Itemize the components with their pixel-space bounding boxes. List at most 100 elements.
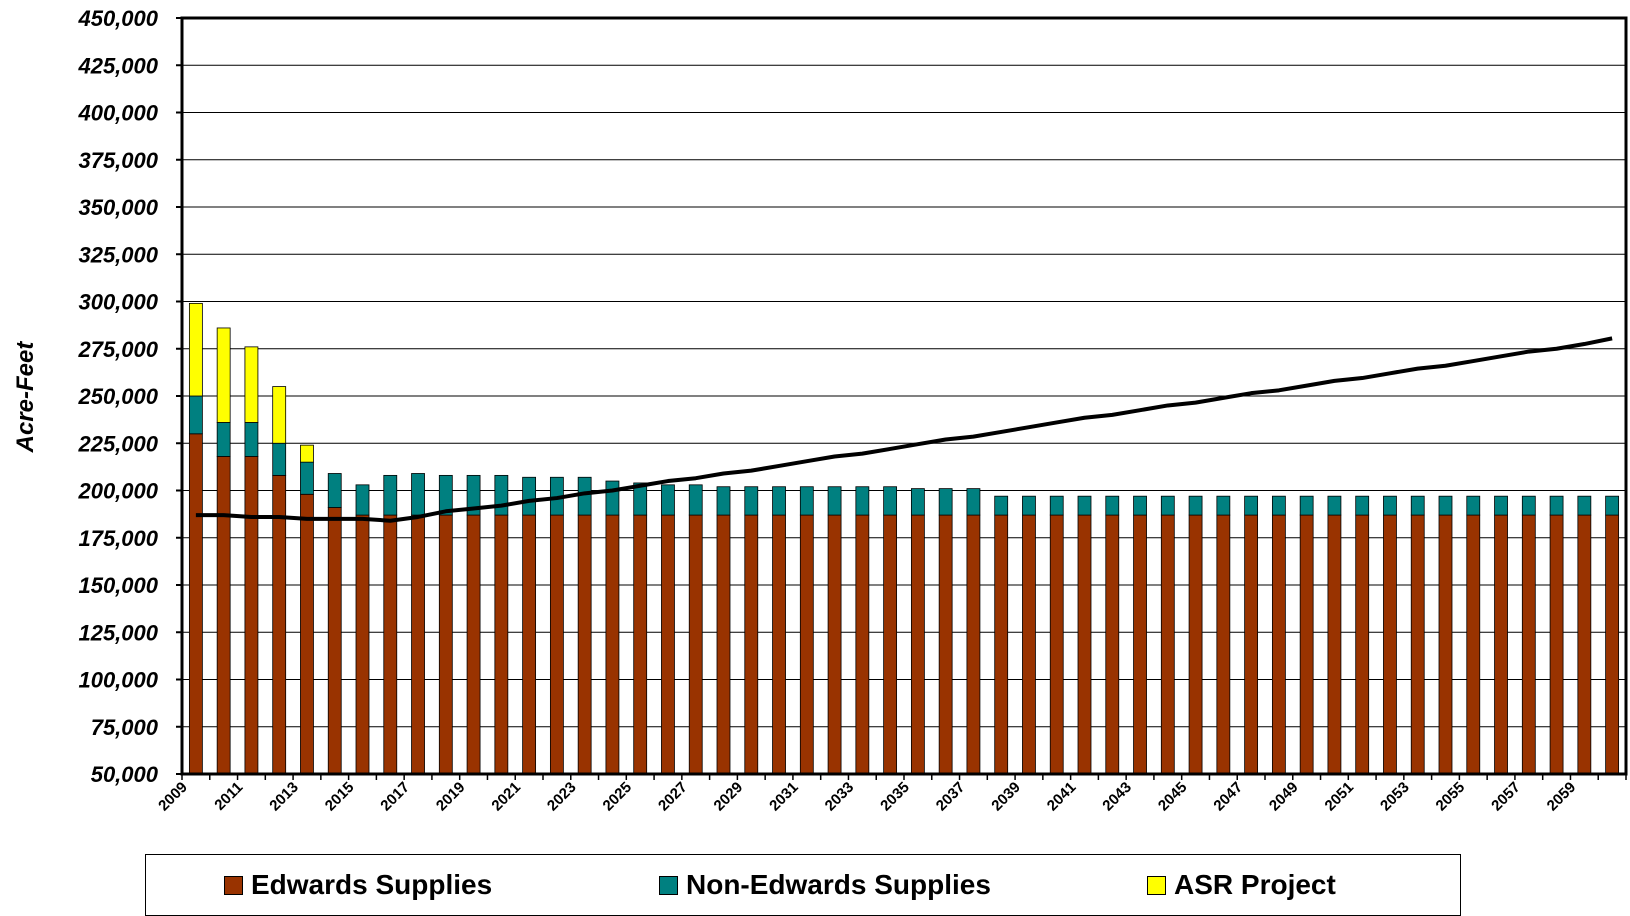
x-tick-label: 2049: [1266, 779, 1302, 815]
bar-segment-non-edwards: [938, 488, 953, 516]
bar-segment-edwards: [577, 514, 592, 775]
bar-segment-edwards: [716, 514, 731, 775]
bar-segment-asr: [216, 327, 231, 423]
bar-segment-edwards: [910, 514, 925, 775]
bar-segment-edwards: [855, 514, 870, 775]
bar-segment-edwards: [272, 474, 287, 775]
x-tick-label: 2047: [1210, 779, 1246, 815]
y-tick-label: 150,000: [78, 573, 158, 598]
x-tick-label: 2041: [1044, 779, 1080, 815]
bar-segment-non-edwards: [1188, 495, 1203, 516]
bar-segment-edwards: [1549, 514, 1564, 775]
y-tick-label: 100,000: [78, 668, 158, 693]
bar-segment-non-edwards: [799, 486, 814, 516]
bar-segment-non-edwards: [744, 486, 759, 516]
bar-segment-non-edwards: [1049, 495, 1064, 516]
bar-segment-non-edwards: [661, 484, 675, 516]
bar-segment-non-edwards: [883, 486, 898, 516]
bar-segment-edwards: [466, 514, 481, 775]
bar-segment-edwards: [1383, 514, 1397, 775]
x-tick-label: 2057: [1488, 779, 1524, 815]
bar-segment-non-edwards: [272, 442, 287, 476]
bar-segment-non-edwards: [494, 474, 509, 516]
bar-segment-non-edwards: [966, 488, 981, 516]
bar-segment-edwards: [549, 514, 564, 775]
bar-segment-non-edwards: [1299, 495, 1314, 516]
bar-segment-asr: [244, 346, 259, 423]
bar-segment-edwards: [1271, 514, 1286, 775]
y-tick-label: 325,000: [78, 242, 158, 267]
bar-segment-non-edwards: [522, 476, 537, 516]
legend-swatch-edwards: [224, 875, 243, 895]
bar-segment-edwards: [494, 514, 509, 775]
bar-segment-non-edwards: [1244, 495, 1259, 516]
bar-segment-non-edwards: [1521, 495, 1536, 516]
bar-segment-edwards: [244, 456, 259, 775]
bar-segment-non-edwards: [772, 486, 786, 516]
bar-segment-edwards: [1160, 514, 1175, 775]
x-tick-label: 2025: [600, 779, 636, 815]
y-tick-label: 200,000: [77, 479, 158, 504]
bar-segment-asr: [188, 302, 203, 397]
bar-segment-non-edwards: [1105, 495, 1120, 516]
bar-segment-asr: [272, 386, 287, 444]
bar-segment-edwards: [799, 514, 814, 775]
bar-segment-edwards: [827, 514, 842, 775]
y-tick-label: 75,000: [91, 715, 159, 740]
bar-segment-non-edwards: [244, 422, 259, 457]
bar-segment-edwards: [1133, 514, 1147, 775]
x-tick-label: 2027: [655, 779, 691, 815]
bar-segment-edwards: [1188, 514, 1203, 775]
bar-segment-edwards: [1077, 514, 1092, 775]
x-tick-label: 2033: [822, 779, 858, 815]
bar-segment-non-edwards: [827, 486, 842, 516]
bar-segment-non-edwards: [1605, 495, 1620, 516]
bar-segment-non-edwards: [1438, 495, 1453, 516]
bar-segment-non-edwards: [716, 486, 731, 516]
legend-swatch-asr: [1147, 875, 1166, 895]
bar-segment-edwards: [938, 514, 953, 775]
bar-segment-edwards: [1244, 514, 1259, 775]
bar-segment-edwards: [1494, 514, 1508, 775]
y-tick-label: 400,000: [77, 101, 158, 126]
x-tick-label: 2053: [1377, 779, 1413, 815]
y-tick-label: 375,000: [78, 148, 158, 173]
bar-segment-non-edwards: [466, 474, 481, 516]
bar-segment-edwards: [1216, 514, 1231, 775]
legend-label-non-edwards: Non-Edwards Supplies: [686, 869, 991, 900]
bar-segment-edwards: [1049, 514, 1064, 775]
x-tick-label: 2029: [711, 779, 747, 815]
bar-segment-asr: [300, 444, 314, 463]
bar-segment-edwards: [327, 507, 342, 775]
bar-segment-edwards: [1577, 514, 1592, 775]
x-tick-label: 2043: [1099, 779, 1135, 815]
x-tick-label: 2011: [211, 779, 246, 814]
total-line: [195, 336, 1613, 523]
y-tick-label: 350,000: [78, 195, 158, 220]
y-tick-label: 300,000: [78, 290, 158, 315]
bar-segment-non-edwards: [1355, 495, 1370, 516]
bar-segment-edwards: [1022, 514, 1036, 775]
bar-segment-non-edwards: [216, 422, 231, 457]
y-tick-label: 50,000: [91, 762, 159, 787]
bar-segment-non-edwards: [994, 495, 1009, 516]
bar-segment-edwards: [744, 514, 759, 775]
bar-segment-non-edwards: [605, 480, 620, 516]
bar-segment-non-edwards: [1160, 495, 1175, 516]
legend-item-asr: ASR Project: [1147, 869, 1336, 901]
bar-segment-edwards: [1105, 514, 1120, 775]
bar-segment-edwards: [994, 514, 1009, 775]
x-tick-label: 2019: [433, 779, 469, 815]
x-tick-label: 2021: [488, 779, 524, 815]
bar-segment-non-edwards: [1022, 495, 1036, 516]
bar-segment-edwards: [605, 514, 620, 775]
y-tick-label: 250,000: [77, 384, 158, 409]
bar-segment-non-edwards: [411, 473, 425, 516]
legend: Edwards Supplies Non-Edwards Supplies AS…: [145, 854, 1461, 916]
x-tick-label: 2045: [1155, 779, 1191, 815]
bar-segment-edwards: [355, 514, 370, 775]
bar-segment-edwards: [688, 514, 703, 775]
x-tick-label: 2023: [544, 779, 580, 815]
legend-label-edwards: Edwards Supplies: [251, 869, 493, 900]
